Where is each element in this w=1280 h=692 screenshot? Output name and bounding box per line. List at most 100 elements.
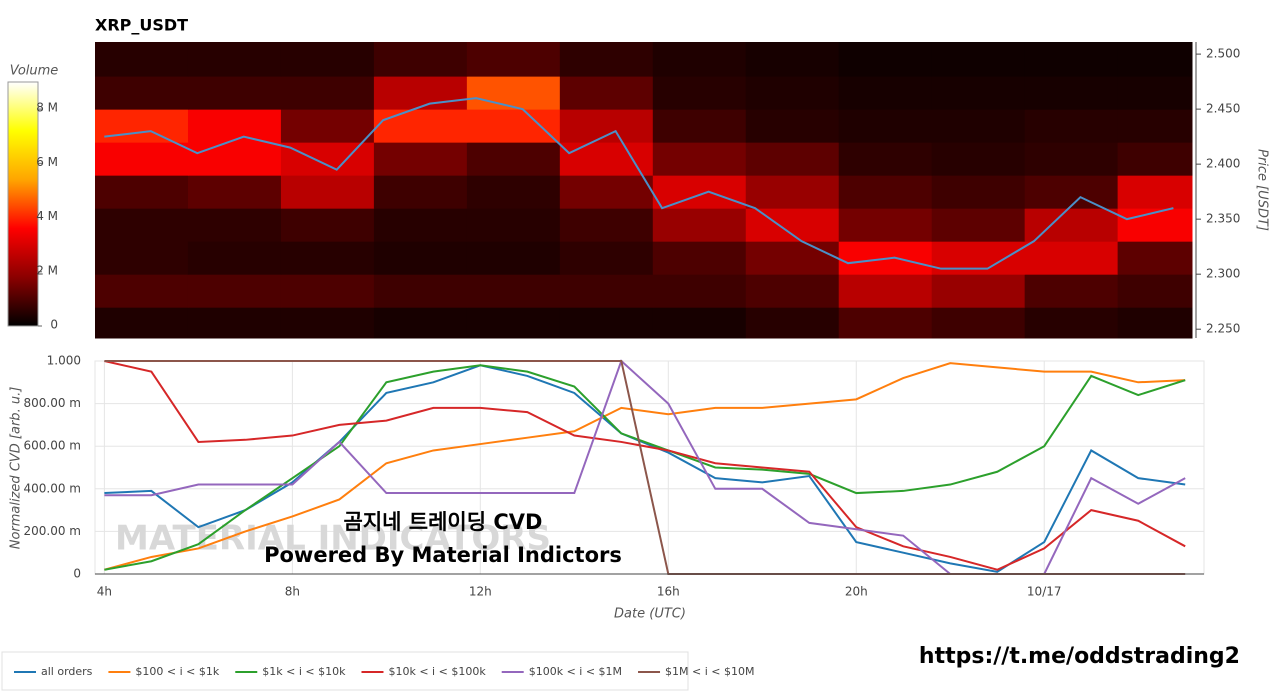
- y-axis-label: Normalized CVD [arb. u.]: [9, 387, 24, 550]
- heat-cell: [745, 274, 840, 308]
- x-tick-label: 4h: [97, 585, 112, 599]
- heat-cell: [931, 42, 1026, 77]
- heat-cell: [1117, 175, 1193, 209]
- heat-cell: [466, 175, 561, 209]
- colorbar-tick-label: 8 M: [36, 101, 58, 115]
- heat-cell: [187, 142, 282, 176]
- heat-cell: [745, 109, 840, 143]
- telegram-link[interactable]: https://t.me/oddstrading2: [919, 644, 1240, 669]
- heat-cell: [838, 142, 933, 176]
- heat-cell: [745, 208, 840, 242]
- heat-cell: [1024, 76, 1119, 110]
- heat-cell: [95, 142, 189, 176]
- heat-cell: [280, 42, 375, 77]
- heat-cell: [280, 208, 375, 242]
- heat-cell: [373, 274, 468, 308]
- heat-cell: [187, 42, 282, 77]
- heat-cell: [1024, 142, 1119, 176]
- heat-cell: [1024, 42, 1119, 77]
- x-tick-label: 8h: [285, 585, 300, 599]
- heat-cell: [559, 175, 654, 209]
- heat-cell: [1024, 175, 1119, 209]
- heat-cell: [745, 42, 840, 77]
- y2-tick-label: 2.300: [1206, 267, 1240, 281]
- legend-label[interactable]: $100 < i < $1k: [135, 665, 219, 678]
- legend-label[interactable]: $1M < i < $10M: [665, 665, 754, 678]
- y-tick-label: 400.00 m: [24, 481, 82, 495]
- heat-cell: [95, 274, 189, 308]
- heat-cell: [559, 76, 654, 110]
- annotation: Powered By Material Indictors: [264, 543, 622, 567]
- heat-cell: [745, 142, 840, 176]
- heat-cell: [559, 208, 654, 242]
- colorbar: [7, 81, 39, 327]
- heat-cell: [838, 307, 933, 339]
- heat-cell: [95, 76, 189, 110]
- heat-cell: [745, 307, 840, 339]
- watermark: MATERIAL INDICATORS: [115, 519, 551, 559]
- heat-cell: [1024, 274, 1119, 308]
- heat-cell: [187, 109, 282, 143]
- heat-cell: [1117, 274, 1193, 308]
- y2-tick-label: 2.250: [1206, 322, 1240, 336]
- heat-cell: [931, 142, 1026, 176]
- heat-cell: [1024, 241, 1119, 275]
- heat-cell: [280, 241, 375, 275]
- heat-cell: [838, 274, 933, 308]
- y-tick-label: 600.00 m: [24, 439, 82, 453]
- annotation: 곰지네 트레이딩 CVD: [344, 510, 543, 534]
- heat-cell: [466, 307, 561, 339]
- heat-cell: [1117, 76, 1193, 110]
- plot-area: [94, 360, 1205, 575]
- heat-cell: [466, 241, 561, 275]
- heat-cell: [1117, 42, 1193, 77]
- heat-cell: [466, 142, 561, 176]
- heat-cell: [931, 109, 1026, 143]
- heat-cell: [466, 42, 561, 77]
- heat-cell: [652, 208, 747, 242]
- heat-cell: [95, 307, 189, 339]
- x-tick-label: 12h: [469, 585, 492, 599]
- heat-cell: [95, 208, 189, 242]
- colorbar-title: Volume: [10, 64, 59, 79]
- legend-label[interactable]: all orders: [41, 665, 93, 678]
- heat-cell: [95, 241, 189, 275]
- legend-label[interactable]: $100k < i < $1M: [529, 665, 622, 678]
- heat-cell: [652, 142, 747, 176]
- chart-title: XRP_USDT: [95, 16, 188, 35]
- heat-cell: [95, 42, 189, 77]
- heat-cell: [1117, 307, 1193, 339]
- x-axis-label: Date (UTC): [614, 607, 686, 622]
- heat-cell: [1024, 307, 1119, 339]
- heat-cell: [1117, 142, 1193, 176]
- colorbar-tick-label: 2 M: [36, 263, 58, 277]
- cvd-line: [104, 364, 1186, 571]
- heat-cell: [95, 109, 189, 143]
- colorbar-tick-label: 4 M: [36, 209, 58, 223]
- legend-label[interactable]: $10k < i < $100k: [388, 665, 486, 678]
- heat-cell: [652, 307, 747, 339]
- y2-tick-label: 2.350: [1206, 212, 1240, 226]
- heat-cell: [838, 109, 933, 143]
- heat-cell: [559, 109, 654, 143]
- heat-cell: [931, 307, 1026, 339]
- heat-cell: [559, 307, 654, 339]
- heat-cell: [187, 241, 282, 275]
- heat-cell: [280, 109, 375, 143]
- y2-axis-label: Price [USDT]: [1255, 149, 1270, 231]
- heat-cell: [373, 109, 468, 143]
- heat-cell: [1024, 109, 1119, 143]
- heat-cell: [931, 274, 1026, 308]
- legend-label[interactable]: $1k < i < $10k: [262, 665, 346, 678]
- heat-cell: [745, 175, 840, 209]
- y-tick-label: 800.00 m: [24, 396, 82, 410]
- heat-cell: [187, 274, 282, 308]
- heat-cell: [652, 175, 747, 209]
- y-tick-label: 0: [73, 567, 81, 581]
- heat-cell: [838, 208, 933, 242]
- heat-cell: [373, 42, 468, 77]
- heat-cell: [280, 307, 375, 339]
- heat-cell: [466, 109, 561, 143]
- heat-cell: [373, 241, 468, 275]
- heat-cell: [652, 109, 747, 143]
